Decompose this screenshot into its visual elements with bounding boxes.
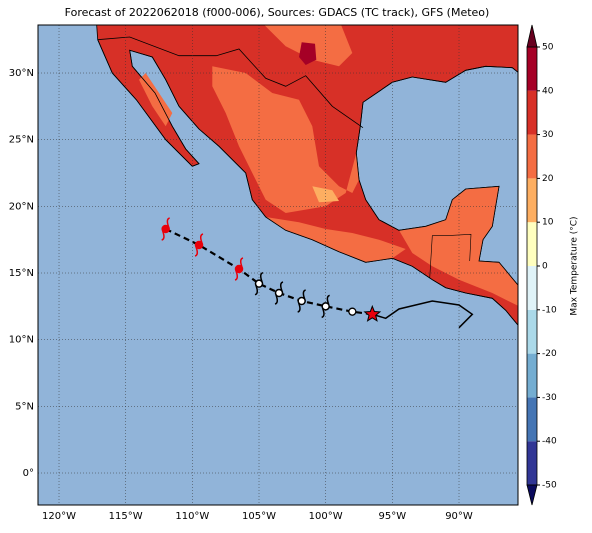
colorbar-tick-label: -40 [542,437,557,447]
map-area [38,25,518,505]
colorbar-tick-label: -20 [542,349,557,359]
lat-tick-label: 5°N [15,401,34,412]
colorbar-band [527,47,537,91]
mild-region [312,186,339,203]
warm-region [212,66,359,213]
storm-symbol [254,279,264,288]
colorbar-band [527,353,537,398]
storm-symbol-arm [254,271,264,296]
lat-tick-label: 10°N [9,335,34,346]
lon-tick-label: 115°W [109,511,143,522]
storm-symbol [234,264,244,274]
colorbar-tick-label: 0 [542,262,548,272]
current-position [363,304,382,322]
lat-tick-label: 30°N [9,68,34,79]
lon-tick-label: 95°W [379,511,407,522]
lon-tick-label: 120°W [42,511,76,522]
border [97,36,364,129]
colorbar-band [527,134,537,179]
colorbar-band [527,266,537,310]
colorbar-tick-label: 30 [542,130,554,140]
lat-tick-label: 20°N [9,201,34,212]
colorbar-tick-label: 50 [542,43,554,53]
lon-tick-label: 90°W [445,511,473,522]
colorbar-band [527,178,537,223]
colorbar-band [527,222,537,266]
colorbar-extend-max [526,24,538,48]
warm-region [399,186,518,306]
storm-symbol [348,307,357,316]
storm-symbol [161,224,170,234]
colorbar-band [527,309,537,354]
storm-symbol-arm [321,294,330,319]
colorbar-extend-min [526,484,538,506]
colorbar-band [527,441,537,485]
colorbar-tick-label: -30 [542,393,557,403]
colorbar-label: Max Temperature (°C) [570,216,580,315]
coastline [97,39,518,326]
lon-tick-label: 110°W [175,511,209,522]
lat-tick-label: 25°N [9,135,34,146]
lon-tick-label: 105°W [242,511,276,522]
map-frame [37,24,519,506]
colorbar-tick-label: -10 [542,305,557,315]
storm-symbol-arm [234,257,244,281]
colorbar-tick-label: 40 [542,86,554,96]
storm-symbol [194,240,204,250]
warm-region [139,73,173,127]
lon-tick-label: 100°W [309,511,343,522]
lat-tick-label: 15°N [9,268,34,279]
colorbar-tick-label: -50 [542,481,557,491]
storm-symbol-arm [274,281,284,305]
colorbar-tick-label: 20 [542,174,554,184]
colorbar-band [527,90,537,135]
map-title: Forecast of 2022062018 (f000-006), Sourc… [65,6,490,19]
lat-tick-label: 0° [23,468,34,479]
border [429,233,472,279]
colorbar-tick-label: 10 [542,218,554,228]
storm-symbol [274,288,284,298]
colorbar-band [527,397,537,442]
hot-region [299,42,317,65]
storm-symbol [321,302,330,311]
storm-symbol-arm [297,289,306,313]
warm-region [265,217,406,263]
past-track [372,300,474,329]
storm-symbol-arm [161,217,170,241]
storm-symbol-arm [194,233,204,257]
storm-symbol [297,296,306,306]
